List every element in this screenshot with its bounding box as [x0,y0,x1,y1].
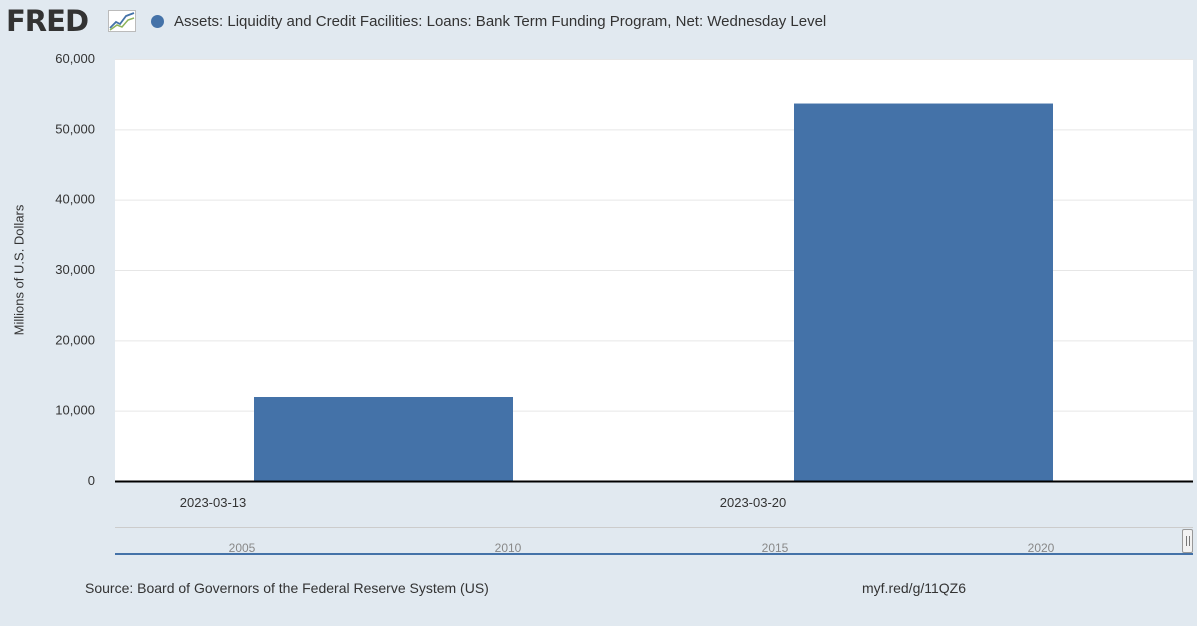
fred-logo[interactable]: FRED [6,4,89,38]
y-tick-label: 0 [88,473,95,488]
x-tick-label: 2023-03-13 [180,495,247,510]
navigator-year-label: 2010 [495,541,522,555]
legend-marker [151,15,164,28]
navigator-scroll-handle[interactable] [1182,529,1193,553]
navigator-year-label: 2015 [762,541,789,555]
navigator-year-label: 2020 [1028,541,1055,555]
chart-header: FRED Assets: Liquidity and Credit Facili… [0,0,1197,46]
navigator-year-label: 2005 [229,541,256,555]
bar-2023-03-20[interactable] [794,103,1053,482]
bar-2023-03-13[interactable] [254,397,513,481]
y-tick-label: 30,000 [55,262,95,277]
y-tick-label: 10,000 [55,403,95,418]
y-tick-label: 50,000 [55,121,95,136]
source-note: Source: Board of Governors of the Federa… [85,580,489,596]
x-tick-label: 2023-03-20 [720,495,787,510]
y-tick-label: 60,000 [55,51,95,66]
line-chart-icon [108,10,136,32]
short-link[interactable]: myf.red/g/11QZ6 [862,580,967,596]
bar-chart: 0 10,000 20,000 30,000 40,000 50,000 60,000 20… [55,51,1193,555]
y-tick-label: 20,000 [55,332,95,347]
legend-label[interactable]: Assets: Liquidity and Credit Facilities:… [174,13,827,30]
y-tick-label: 40,000 [55,192,95,207]
